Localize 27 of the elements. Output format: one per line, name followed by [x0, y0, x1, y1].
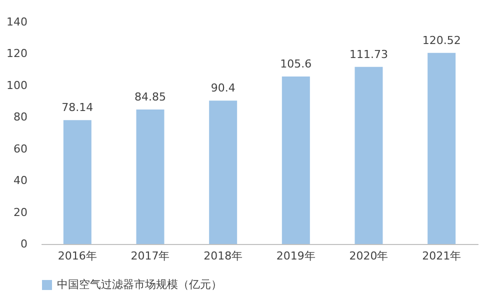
bar [428, 52, 456, 244]
data-label: 90.4 [210, 82, 236, 95]
y-tick-label: 120 [6, 47, 28, 60]
bar [209, 100, 238, 244]
x-tick-label: 2016年 [58, 250, 97, 262]
x-tick-label: 2018年 [204, 250, 243, 262]
data-label: 120.52 [422, 34, 461, 47]
data-label: 78.14 [62, 101, 94, 114]
bar [63, 120, 92, 244]
data-label: 105.6 [280, 58, 312, 71]
y-tick-label: 40 [14, 174, 28, 188]
bar [282, 76, 310, 244]
bar [354, 66, 383, 244]
legend-label: 中国空气过滤器市场规模（亿元） [57, 278, 222, 291]
x-tick-label: 2021年 [422, 250, 462, 262]
y-tick-label: 60 [14, 142, 28, 156]
y-tick-label: 20 [14, 206, 28, 219]
y-tick-label: 100 [6, 78, 28, 92]
x-tick-label: 2017年 [130, 250, 170, 262]
bar [136, 109, 164, 244]
y-tick-label: 0 [20, 238, 28, 250]
y-tick-label: 80 [14, 110, 28, 124]
x-tick-label: 2019年 [276, 250, 316, 262]
data-label: 111.73 [350, 48, 388, 61]
y-tick-label: 140 [6, 16, 28, 28]
data-label: 84.85 [134, 90, 166, 104]
x-tick-label: 2020年 [349, 250, 388, 262]
